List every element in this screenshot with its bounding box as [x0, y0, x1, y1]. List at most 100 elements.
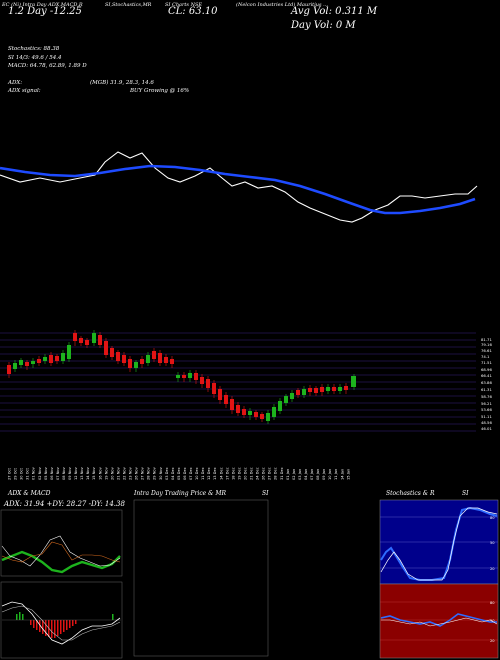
price-level-label: 68.96: [481, 367, 492, 372]
candle: [320, 384, 324, 396]
date-label: 22 Nov: [122, 466, 126, 480]
date-label: 16 Nov: [98, 466, 102, 480]
date-label: 04 Dec: [171, 467, 175, 480]
price-level-label: 56.21: [481, 401, 492, 406]
candle: [272, 404, 276, 420]
candle: [110, 346, 114, 360]
date-label: 27 Oct: [8, 467, 12, 480]
minus-dy-line: [1, 541, 121, 563]
rsi-level-label: 50: [490, 619, 495, 623]
candle: [344, 383, 348, 394]
candle: [302, 386, 306, 398]
candle: [338, 384, 342, 394]
buy-signal: BUY Growing @ 16%: [130, 88, 190, 94]
date-label: 11 Dec: [201, 467, 205, 480]
macd-signal-line: [1, 605, 121, 641]
date-label: 11 Jan: [334, 469, 338, 480]
price-level-label: 48.56: [481, 420, 492, 425]
adx-macd-panel-title: ADX & MACD: [8, 490, 51, 497]
macd-histogram-positive: [16, 612, 114, 620]
candle: [194, 370, 198, 384]
candle: [92, 330, 96, 346]
candle: [25, 360, 29, 370]
date-label: 15 Jan: [346, 469, 350, 480]
date-label: 03 Jan: [298, 469, 302, 480]
candle: [128, 356, 132, 372]
date-axis: 27 Oct 29 Oct 30 Oct 31 Oct 01 Nov 02 Nov 05 N…: [8, 466, 351, 480]
stochastics-panel: 80 50 20: [379, 499, 499, 585]
date-label: 09 Jan: [322, 469, 326, 480]
stoch-level-label: 50: [490, 541, 495, 545]
date-label: 26 Nov: [135, 466, 139, 480]
rsi-level-label: 80: [490, 601, 495, 605]
date-label: 12 Dec: [207, 467, 211, 480]
candle: [43, 354, 47, 364]
candle: [19, 358, 23, 368]
candle: [140, 356, 144, 368]
price-level-label: 58.76: [481, 394, 492, 399]
candle: [260, 412, 264, 422]
date-label: 28 Dec: [274, 467, 278, 480]
header-title-right: (Nelcon Industries Ltd) Mauritius ...: [236, 2, 328, 8]
date-label: 06 Nov: [50, 466, 54, 480]
date-label: 21 Dec: [250, 467, 254, 480]
candle: [236, 402, 240, 416]
stoch-level-label: 80: [490, 516, 495, 520]
candle: [7, 362, 11, 378]
candle: [278, 398, 282, 414]
date-label: 26 Dec: [262, 467, 266, 480]
candle: [37, 356, 41, 366]
price-level-label: 81.71: [481, 337, 492, 342]
candle: [284, 394, 288, 406]
header-title-mid: SI,Stochastics,MR: [105, 2, 152, 8]
candle: [158, 350, 162, 366]
date-label: 17 Dec: [225, 467, 229, 480]
stochastics-panel-title: Stochastics & R: [386, 490, 435, 497]
candle: [254, 410, 258, 420]
price-level-label: 46.01: [481, 426, 492, 431]
candle: [31, 358, 35, 368]
candle: [146, 352, 150, 366]
candle: [134, 360, 138, 372]
date-label: 30 Nov: [159, 466, 163, 480]
adx-label: ADX:: [8, 80, 23, 86]
close-price: CL: 63.10: [168, 6, 218, 17]
date-label: 14 Dec: [219, 467, 223, 480]
date-label: 14 Nov: [86, 466, 90, 480]
date-label: 20 Dec: [243, 467, 247, 480]
candle: [266, 410, 270, 424]
date-label: 02 Nov: [38, 466, 42, 480]
date-label: 04 Jan: [304, 469, 308, 480]
candle: [67, 342, 71, 362]
candle: [13, 360, 17, 372]
candle: [230, 396, 234, 414]
date-label: 31 Oct: [26, 467, 30, 480]
candle: [296, 388, 300, 398]
candle: [326, 384, 330, 394]
price-level-label: 53.66: [481, 407, 492, 412]
candle: [332, 384, 336, 394]
date-label: 27 Dec: [268, 467, 272, 480]
macd-line: [1, 601, 121, 645]
date-label: 14 Jan: [340, 469, 344, 480]
date-label: 27 Nov: [141, 466, 145, 480]
date-label: 09 Nov: [68, 466, 72, 480]
candle: [314, 386, 318, 396]
price-axis-labels: 81.71 79.16 76.61 74.1 71.51 68.96 66.41…: [481, 337, 492, 431]
candle: [104, 338, 108, 358]
candle: [218, 386, 222, 404]
rsi-panel: 80 50 20: [379, 583, 499, 659]
price-level-label: 66.41: [481, 373, 492, 378]
stochastics-panel-title-si: SI: [462, 490, 469, 497]
date-label: 03 Dec: [165, 467, 169, 480]
candle: [61, 350, 65, 364]
candle: [79, 336, 83, 346]
macd-value: MACD: 64.78, 62.89, 1.89 D: [8, 63, 87, 69]
date-label: 05 Dec: [177, 467, 181, 480]
candle: [351, 374, 356, 390]
price-level-label: 63.86: [481, 380, 492, 385]
header-title-left: EC (Ni) Intra Day ADX,MACD,R: [2, 2, 83, 8]
candle: [248, 408, 252, 420]
